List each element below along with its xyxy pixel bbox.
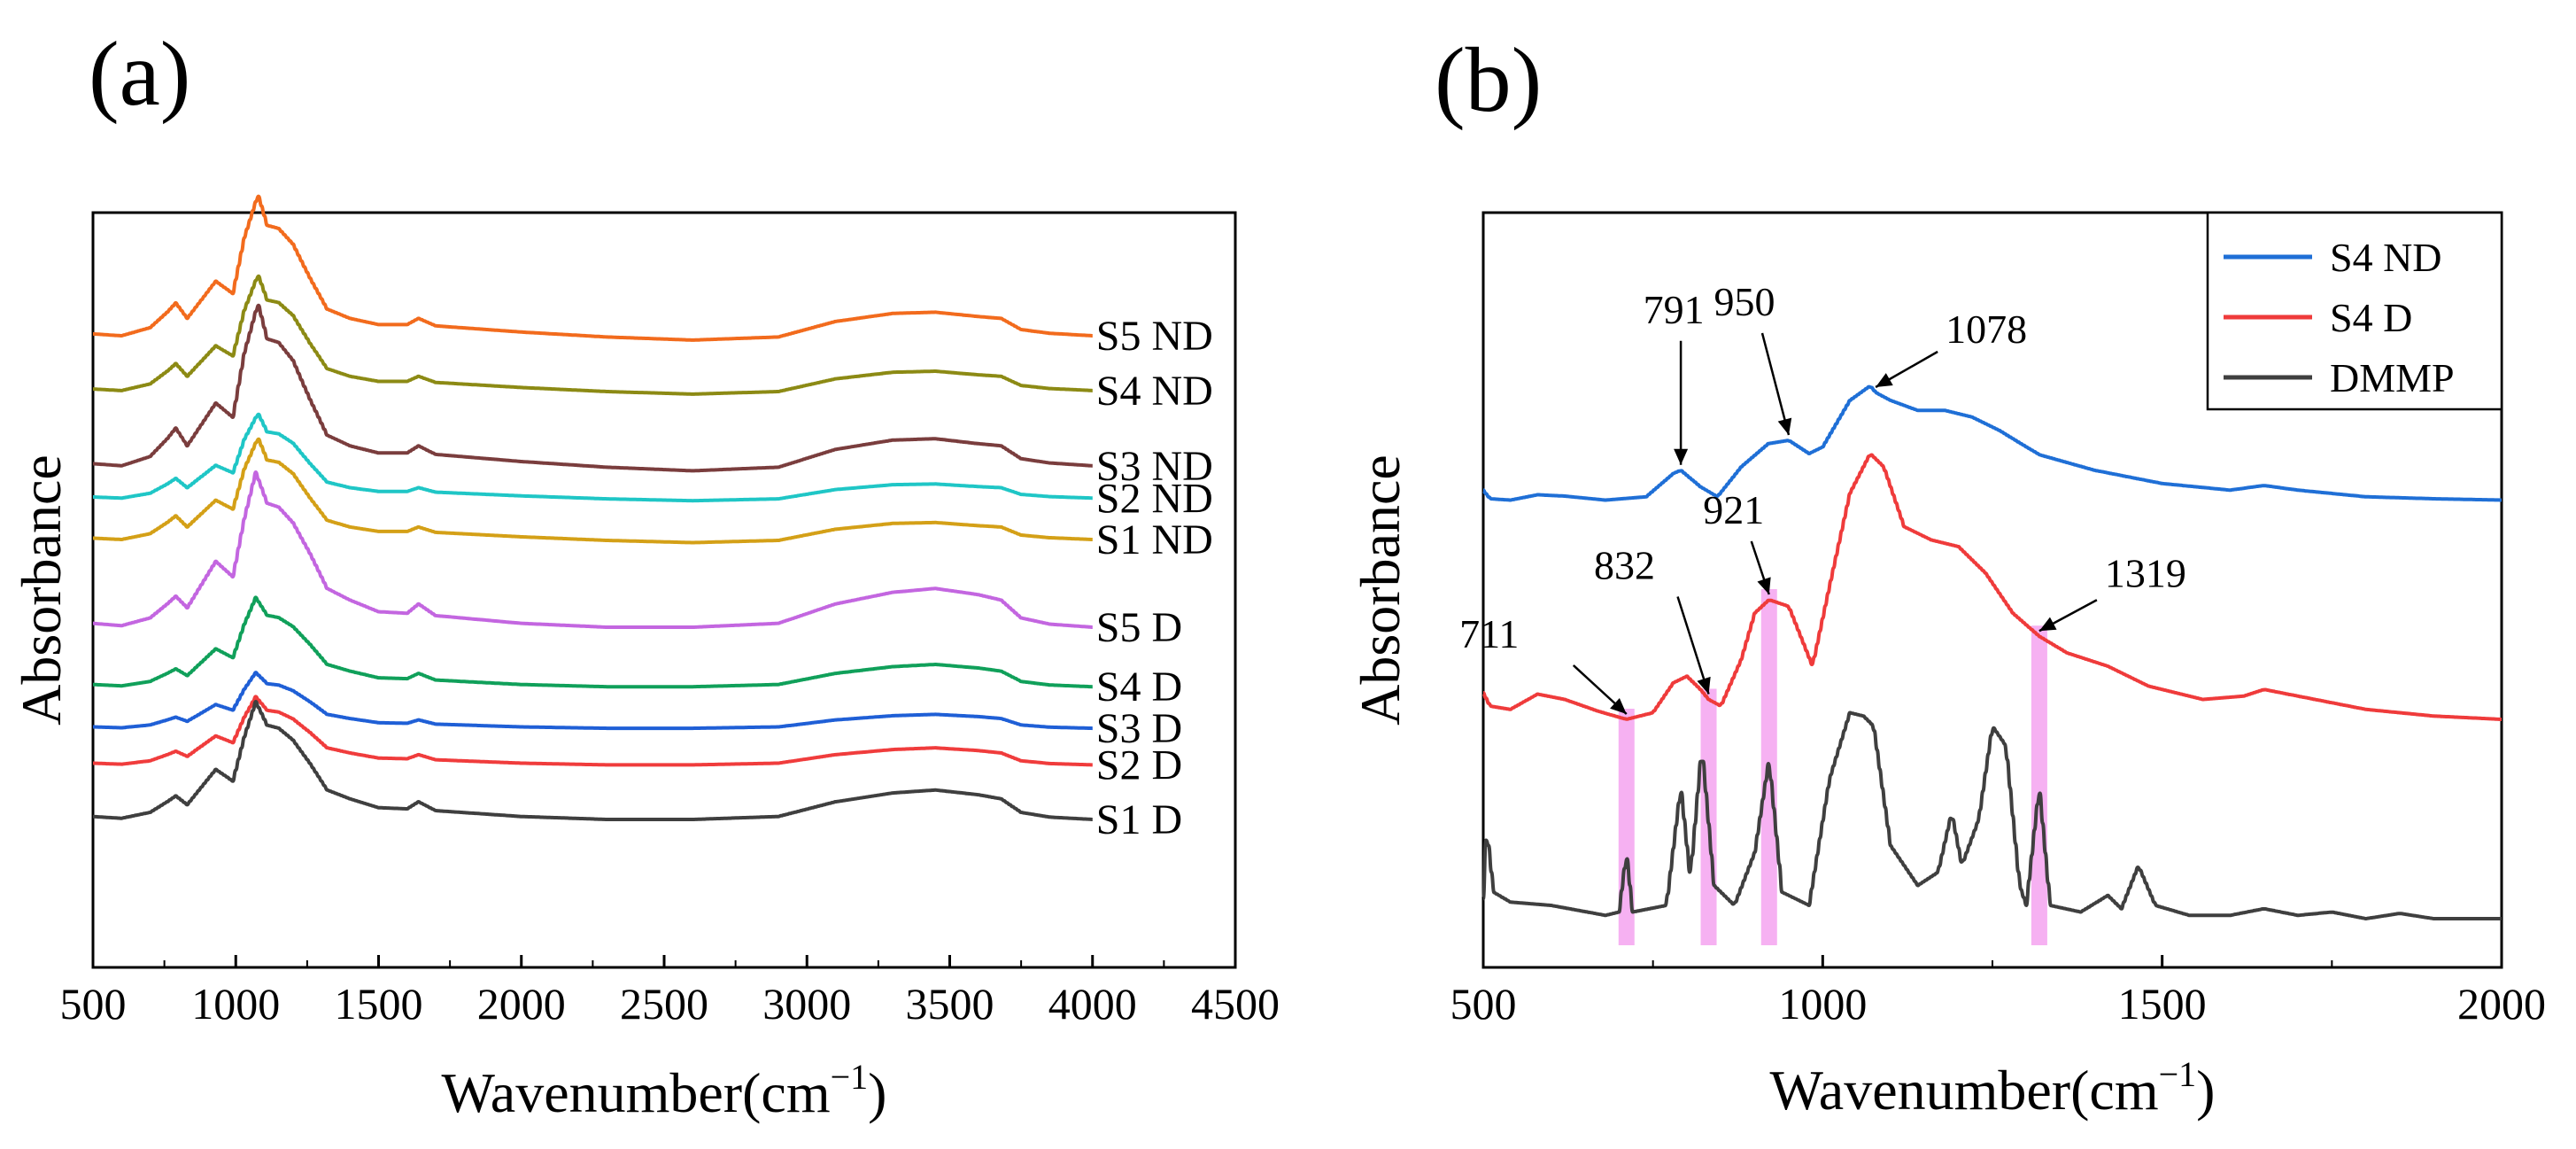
x-axis-title-a-sup: −1 <box>831 1057 869 1097</box>
annotation-arrowhead <box>1876 373 1893 387</box>
x-tick-label-a: 1500 <box>335 979 423 1029</box>
x-tick-label-a: 2000 <box>477 979 566 1029</box>
x-tick-label-a: 4500 <box>1191 979 1280 1029</box>
annotation-label: 1319 <box>2105 550 2186 595</box>
series-line-a-9 <box>92 699 1093 821</box>
series-line-a-4 <box>92 437 1093 545</box>
series-label-a-3: S2 ND <box>1096 475 1213 522</box>
annotation-label: 921 <box>1703 487 1764 532</box>
x-tick-label-b: 1500 <box>2118 979 2207 1029</box>
legend-label: S4 D <box>2330 295 2412 340</box>
x-tick-label-b: 2000 <box>2457 979 2546 1029</box>
x-axis-title-b-sup: −1 <box>2159 1054 2197 1094</box>
x-tick-label-a: 3500 <box>906 979 994 1029</box>
y-axis-title-a: Absorbance <box>10 454 73 726</box>
annotation-arrowhead <box>1610 697 1627 714</box>
annotation-arrowhead <box>1674 448 1689 465</box>
series-line-a-2 <box>92 303 1093 473</box>
x-axis-title-b-close: ) <box>2196 1059 2215 1122</box>
legend-label: DMMP <box>2330 355 2455 400</box>
series-line-a-1 <box>92 274 1093 396</box>
annotation-arrowhead <box>1777 417 1792 435</box>
series-label-a-6: S4 D <box>1096 664 1182 710</box>
x-axis-title-a: Wavenumber(cm−1) <box>442 1057 887 1124</box>
series-label-a-0: S5 ND <box>1096 313 1213 360</box>
series-line-a-8 <box>92 695 1093 767</box>
plot-area-a <box>92 194 1093 821</box>
peak-annotations-b: 791 950 1078 711 832 921 1319 <box>1459 279 2186 715</box>
x-tick-label-b: 1000 <box>1778 979 1867 1029</box>
series-line-a-7 <box>92 671 1093 731</box>
x-axis-b: 500 1000 1500 2000 <box>1450 955 2546 1029</box>
series-label-a-7: S3 D <box>1096 705 1182 752</box>
series-line-a-0 <box>92 194 1093 342</box>
series-line-b-2 <box>1481 710 2502 921</box>
annotation-label: 711 <box>1459 611 1519 656</box>
x-tick-label-a: 1000 <box>191 979 280 1029</box>
x-axis-title-a-main: Wavenumber(cm <box>442 1061 831 1124</box>
annotation-label: 950 <box>1714 279 1775 324</box>
x-tick-label-a: 500 <box>60 979 127 1029</box>
series-label-a-2: S3 ND <box>1096 443 1213 490</box>
annotation-arrowhead <box>2038 617 2057 632</box>
x-axis-title-b-main: Wavenumber(cm <box>1770 1059 2159 1122</box>
x-axis-a: 500 1000 1500 2000 2500 3000 3500 4000 4500 <box>60 955 1280 1029</box>
series-label-a-8: S2 D <box>1096 741 1182 788</box>
x-tick-label-b: 500 <box>1450 979 1517 1029</box>
annotation-label: 791 <box>1644 287 1705 332</box>
series-line-a-5 <box>92 470 1093 630</box>
series-label-a-5: S5 D <box>1096 604 1182 651</box>
panel-label-a: (a) <box>89 23 190 125</box>
series-label-a-9: S1 D <box>1096 796 1182 843</box>
legend-b: S4 ND S4 D DMMP <box>2206 211 2503 411</box>
x-tick-label-a: 3000 <box>762 979 851 1029</box>
highlight-band <box>2031 625 2047 945</box>
series-label-a-1: S4 ND <box>1096 368 1213 415</box>
annotation-arrow <box>1760 332 1791 436</box>
annotation-label: 1078 <box>1946 307 2027 352</box>
x-tick-label-a: 2500 <box>620 979 708 1029</box>
annotation-arrow <box>1676 596 1710 695</box>
series-line-b-1 <box>1481 453 2503 721</box>
series-label-a-4: S1 ND <box>1096 516 1213 563</box>
plot-area-b <box>1481 384 2503 921</box>
x-axis-title-a-close: ) <box>868 1061 886 1124</box>
x-axis-title-b: Wavenumber(cm−1) <box>1770 1054 2216 1122</box>
panel-label-b: (b) <box>1435 29 1542 131</box>
x-tick-label-a: 4000 <box>1048 979 1137 1029</box>
annotation-arrowhead <box>1757 577 1771 594</box>
series-line-b-0 <box>1482 384 2503 502</box>
annotation-label: 832 <box>1594 543 1655 588</box>
series-line-a-6 <box>92 595 1093 689</box>
legend-label: S4 ND <box>2330 235 2442 280</box>
series-line-a-3 <box>92 412 1093 503</box>
annotation-arrowhead <box>1697 676 1711 695</box>
y-axis-title-b: Absorbance <box>1349 454 1412 726</box>
